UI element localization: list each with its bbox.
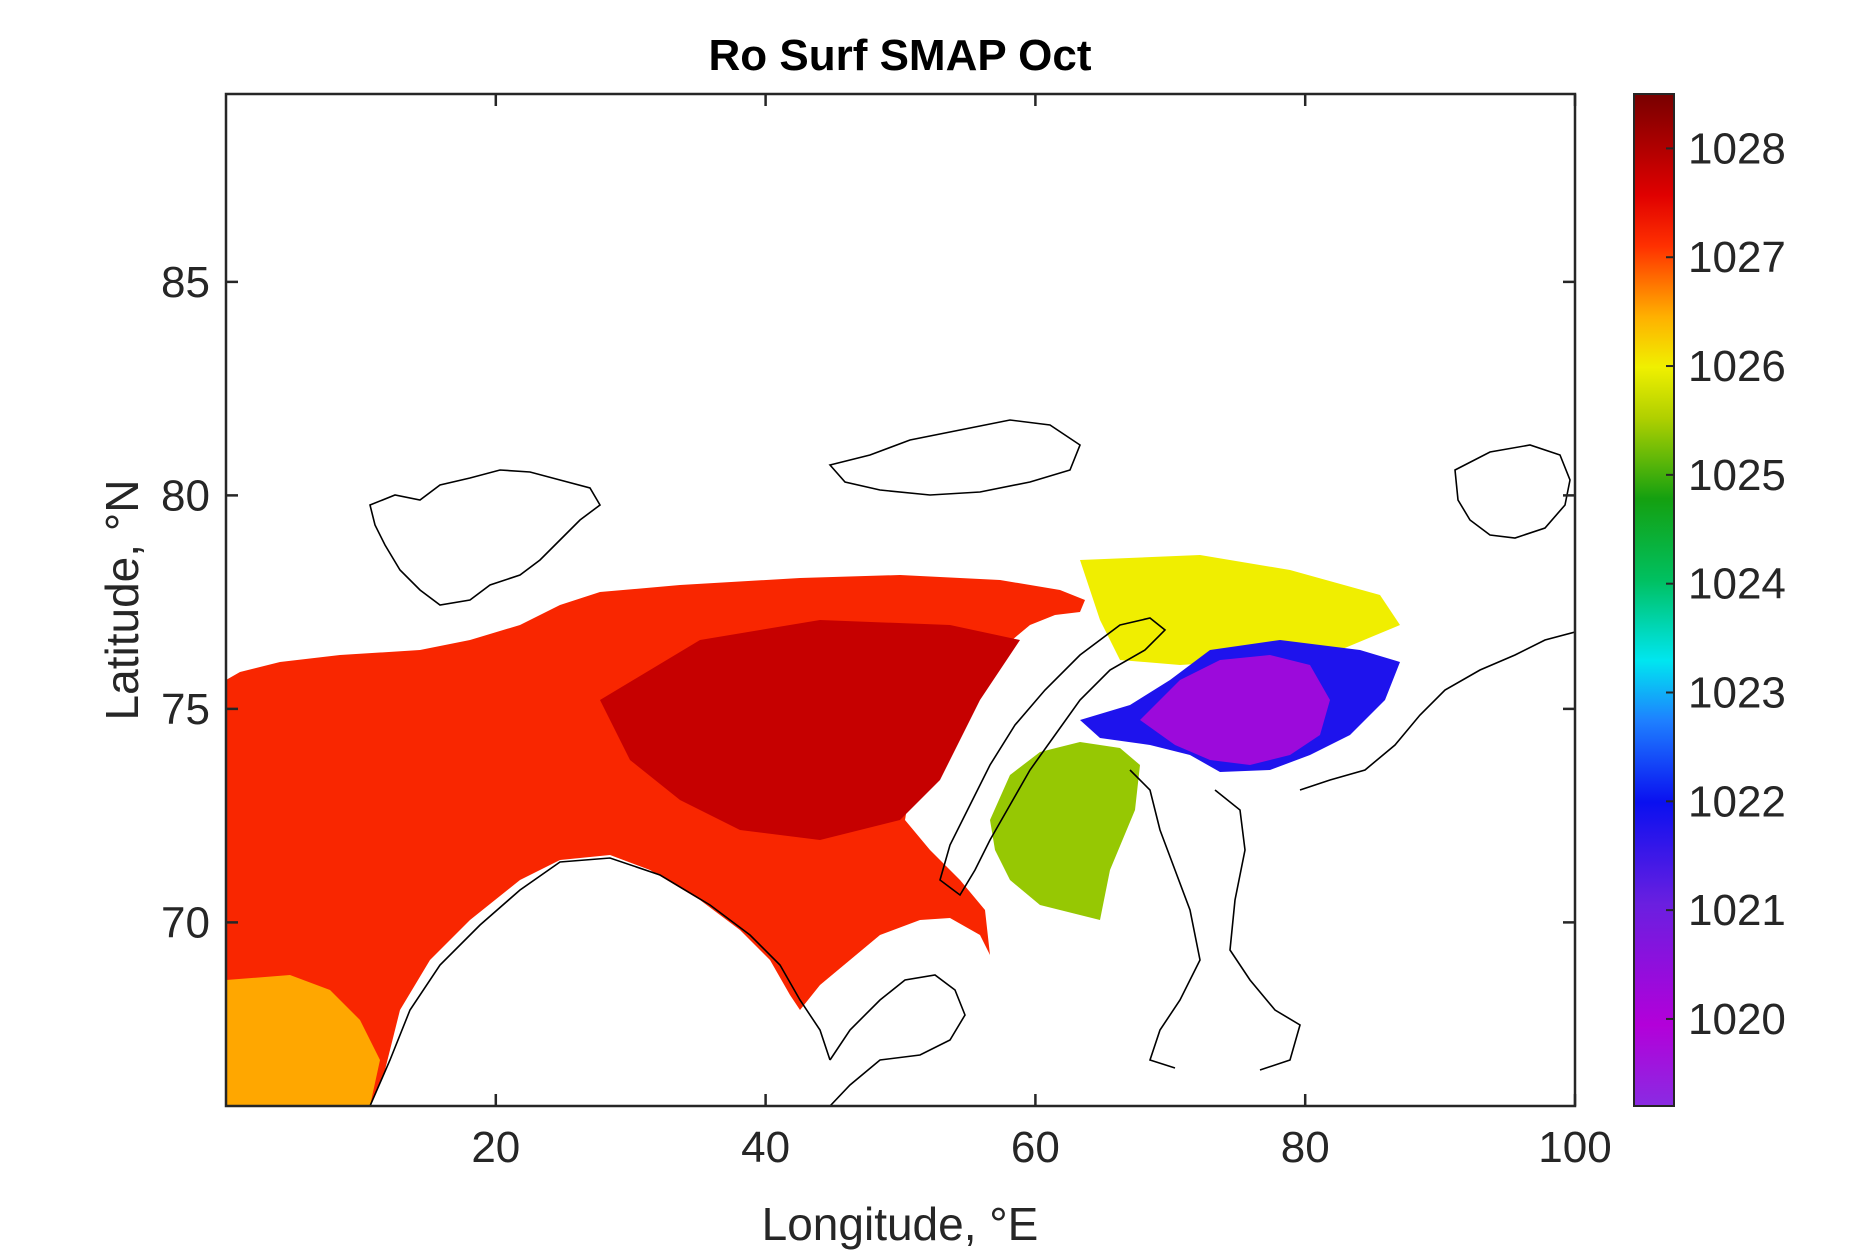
y-axis-ticks: 70 75 80 85 <box>161 258 1575 947</box>
y-tick-label: 75 <box>161 685 210 734</box>
colorbar-tick-label: 1023 <box>1688 668 1786 717</box>
y-tick-label: 80 <box>161 471 210 520</box>
heatmap-region-norwegian-coastal <box>226 975 380 1106</box>
x-axis-label: Longitude, °E <box>762 1198 1039 1250</box>
coastline-yamal <box>1129 769 1201 1069</box>
x-tick-label: 60 <box>1011 1123 1060 1172</box>
x-tick-label: 80 <box>1281 1123 1330 1172</box>
colorbar-tick-label: 1020 <box>1688 995 1786 1044</box>
heatmap-region-kara-north <box>1080 555 1400 665</box>
x-tick-label: 100 <box>1538 1123 1611 1172</box>
x-axis-ticks: 20 40 60 80 100 <box>471 94 1612 1172</box>
colorbar-tick-label: 1026 <box>1688 342 1786 391</box>
coastline-gydan <box>1214 789 1301 1071</box>
coastline-severnaya-zemlya <box>1454 444 1571 539</box>
colorbar-tick-label: 1021 <box>1688 886 1786 935</box>
coastlines <box>369 419 1575 1106</box>
x-tick-label: 20 <box>471 1123 520 1172</box>
coastline-kola-white-sea <box>829 974 966 1106</box>
coastline-svalbard <box>369 469 602 606</box>
coastline-scandinavia <box>369 857 831 1106</box>
coastline-novaya-zemlya <box>939 617 1167 897</box>
colorbar-tick-label: 1024 <box>1688 560 1786 609</box>
colorbar-tick-label: 1025 <box>1688 451 1786 500</box>
colorbar-ticks: 1020 1021 1022 1023 1024 1025 1026 1027 1028 <box>1666 124 1786 1044</box>
colorbar <box>1633 93 1675 1107</box>
heatmap-region-central-barents <box>600 620 1020 840</box>
coastline-taimyr <box>1299 631 1575 791</box>
axes-frame <box>224 92 1577 1108</box>
heatmap-region-kara-plume <box>1140 655 1330 765</box>
heatmap-region-pechora <box>990 742 1140 920</box>
colorbar-tick-label: 1027 <box>1688 233 1786 282</box>
chart-title: Ro Surf SMAP Oct <box>708 31 1091 80</box>
x-tick-label: 40 <box>741 1123 790 1172</box>
plot-area <box>226 94 1575 1106</box>
colorbar-tick-label: 1028 <box>1688 124 1786 173</box>
colorbar-tick-label: 1022 <box>1688 777 1786 826</box>
y-axis-label: Latitude, °N <box>96 480 148 721</box>
coastline-franz-josef <box>828 419 1081 496</box>
y-tick-label: 70 <box>161 898 210 947</box>
y-tick-label: 85 <box>161 258 210 307</box>
